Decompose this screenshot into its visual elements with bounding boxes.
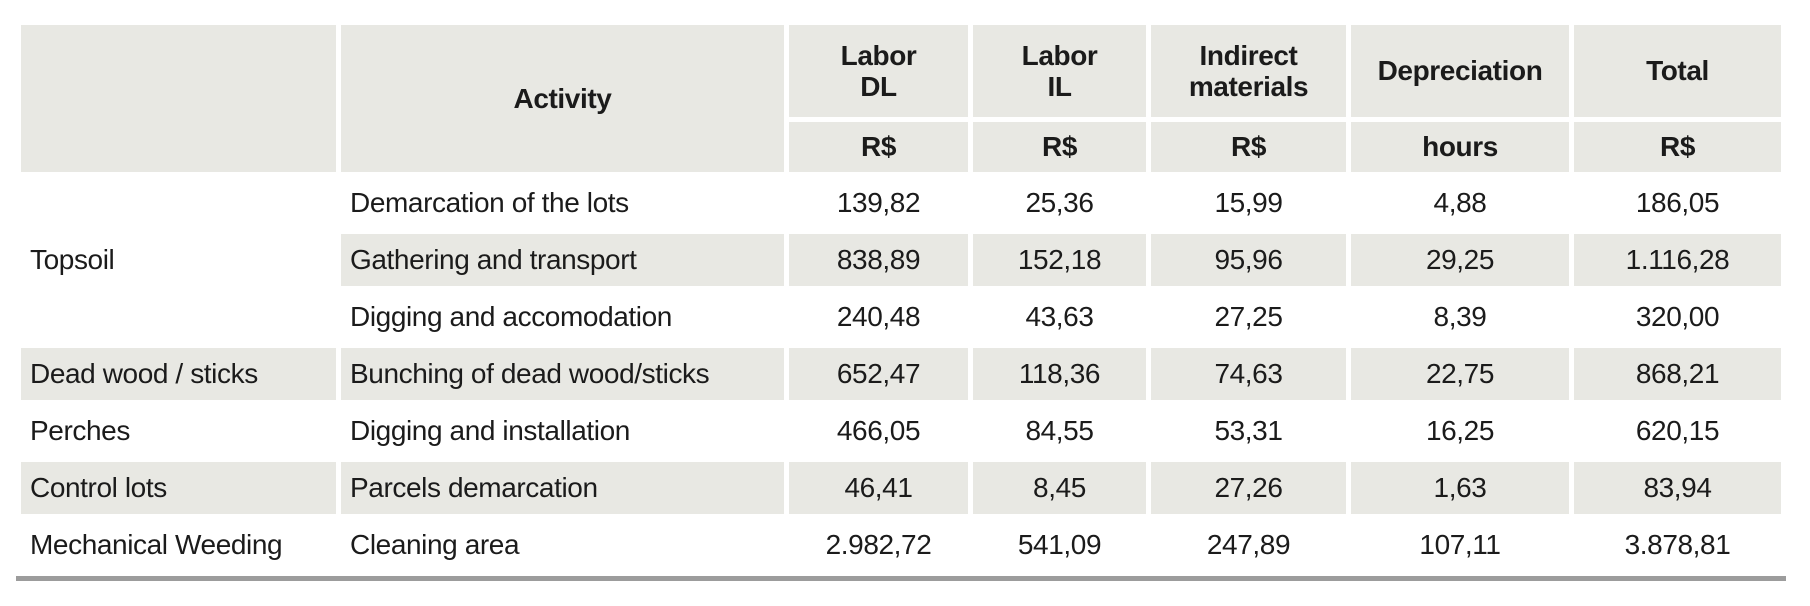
cell-indirect-materials: 15,99 xyxy=(1151,177,1346,229)
cell-activity: Gathering and transport xyxy=(341,234,784,286)
table-row: Mechanical Weeding Cleaning area 2.982,7… xyxy=(21,519,1781,571)
cell-depreciation: 107,11 xyxy=(1351,519,1569,571)
cell-depreciation: 22,75 xyxy=(1351,348,1569,400)
cell-labor-dl: 466,05 xyxy=(789,405,968,457)
col-header-indirect-materials: Indirect materials xyxy=(1151,25,1346,117)
header-row-units: R$ R$ R$ hours R$ xyxy=(21,122,1781,172)
cell-labor-dl: 652,47 xyxy=(789,348,968,400)
unit-depreciation: hours xyxy=(1351,122,1569,172)
cell-indirect-materials: 95,96 xyxy=(1151,234,1346,286)
cell-labor-dl: 240,48 xyxy=(789,291,968,343)
cell-indirect-materials: 27,25 xyxy=(1151,291,1346,343)
cell-indirect-materials: 247,89 xyxy=(1151,519,1346,571)
cell-activity: Cleaning area xyxy=(341,519,784,571)
cell-depreciation: 1,63 xyxy=(1351,462,1569,514)
col-header-labor-dl: Labor DL xyxy=(789,25,968,117)
cell-activity: Demarcation of the lots xyxy=(341,177,784,229)
cell-depreciation: 8,39 xyxy=(1351,291,1569,343)
table-row: Dead wood / sticks Bunching of dead wood… xyxy=(21,348,1781,400)
cell-indirect-materials: 27,26 xyxy=(1151,462,1346,514)
cost-table: Activity Labor DL Labor IL Indirect mate… xyxy=(16,20,1786,581)
cell-total: 320,00 xyxy=(1574,291,1781,343)
table-row: Topsoil Demarcation of the lots 139,82 2… xyxy=(21,177,1781,343)
header-row-titles: Activity Labor DL Labor IL Indirect mate… xyxy=(21,25,1781,172)
unit-labor-dl: R$ xyxy=(789,122,968,172)
cell-total: 3.878,81 xyxy=(1574,519,1781,571)
cell-labor-il: 541,09 xyxy=(973,519,1146,571)
cell-labor-dl: 139,82 xyxy=(789,177,968,229)
row-category-dead-wood: Dead wood / sticks xyxy=(21,348,336,400)
table-row: Control lots Parcels demarcation 46,41 8… xyxy=(21,462,1781,514)
cell-labor-il: 152,18 xyxy=(973,234,1146,286)
cell-activity: Bunching of dead wood/sticks xyxy=(341,348,784,400)
cell-activity: Digging and installation xyxy=(341,405,784,457)
cell-total: 83,94 xyxy=(1574,462,1781,514)
col-header-category xyxy=(21,25,336,172)
cell-labor-il: 8,45 xyxy=(973,462,1146,514)
cell-total: 1.116,28 xyxy=(1574,234,1781,286)
cell-depreciation: 4,88 xyxy=(1351,177,1569,229)
cell-labor-il: 25,36 xyxy=(973,177,1146,229)
table-row: Digging and accomodation 240,48 43,63 27… xyxy=(21,291,1781,343)
row-category-mechanical-weeding: Mechanical Weeding xyxy=(21,519,336,571)
row-category-topsoil: Topsoil xyxy=(21,177,336,343)
cell-labor-il: 84,55 xyxy=(973,405,1146,457)
cell-total: 620,15 xyxy=(1574,405,1781,457)
cell-activity: Digging and accomodation xyxy=(341,291,784,343)
cell-total: 186,05 xyxy=(1574,177,1781,229)
col-header-depreciation: Depreciation xyxy=(1351,25,1569,117)
table-row: Perches Digging and installation 466,05 … xyxy=(21,405,1781,457)
cell-indirect-materials: 74,63 xyxy=(1151,348,1346,400)
cell-depreciation: 29,25 xyxy=(1351,234,1569,286)
unit-labor-il: R$ xyxy=(973,122,1146,172)
row-category-control-lots: Control lots xyxy=(21,462,336,514)
col-header-activity: Activity xyxy=(341,25,784,172)
cell-labor-dl: 2.982,72 xyxy=(789,519,968,571)
cell-labor-il: 118,36 xyxy=(973,348,1146,400)
cell-depreciation: 16,25 xyxy=(1351,405,1569,457)
col-header-labor-il: Labor IL xyxy=(973,25,1146,117)
col-header-total: Total xyxy=(1574,25,1781,117)
cell-indirect-materials: 53,31 xyxy=(1151,405,1346,457)
page: Activity Labor DL Labor IL Indirect mate… xyxy=(0,20,1810,606)
row-category-perches: Perches xyxy=(21,405,336,457)
cell-total: 868,21 xyxy=(1574,348,1781,400)
table-row: Gathering and transport 838,89 152,18 95… xyxy=(21,234,1781,286)
cell-activity: Parcels demarcation xyxy=(341,462,784,514)
unit-indirect-materials: R$ xyxy=(1151,122,1346,172)
unit-total: R$ xyxy=(1574,122,1781,172)
cell-labor-dl: 46,41 xyxy=(789,462,968,514)
cell-labor-dl: 838,89 xyxy=(789,234,968,286)
cell-labor-il: 43,63 xyxy=(973,291,1146,343)
